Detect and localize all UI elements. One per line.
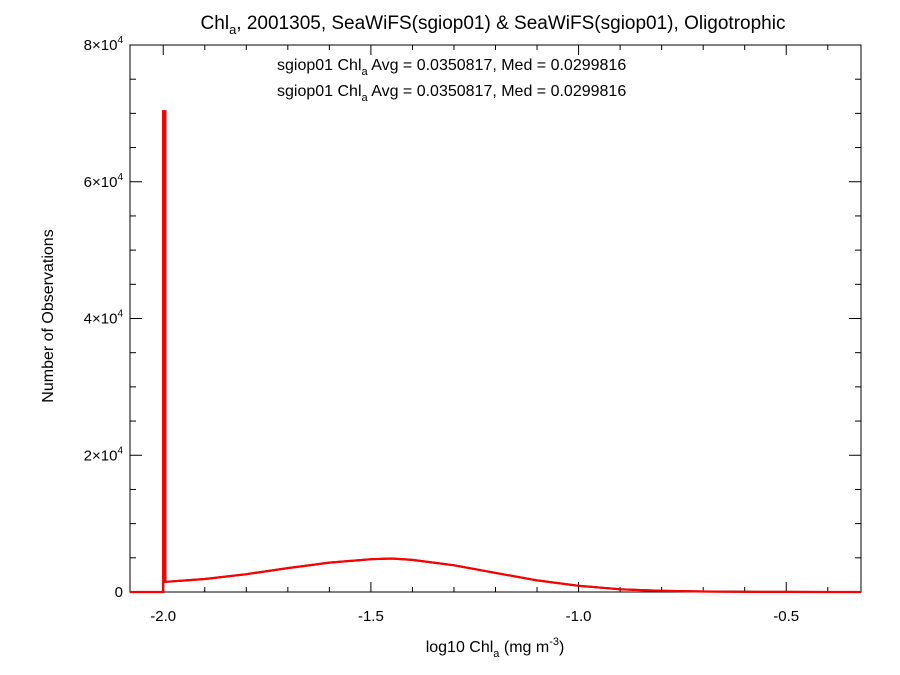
x-tick-label: -0.5: [773, 608, 799, 625]
legend-entry-1: sgiop01 Chla Avg = 0.0350817, Med = 0.02…: [277, 83, 626, 104]
x-tick-label: -2.0: [150, 608, 176, 625]
legend-entry-0: sgiop01 Chla Avg = 0.0350817, Med = 0.02…: [277, 57, 626, 78]
y-tick-label: 0: [115, 584, 123, 601]
y-tick-label: 6×104: [84, 172, 124, 191]
series-line-0: [130, 110, 861, 593]
legend: sgiop01 Chla Avg = 0.0350817, Med = 0.02…: [277, 57, 626, 104]
series-group: [130, 110, 861, 594]
y-tick-label: 4×104: [84, 309, 124, 328]
axis-ticks: [130, 44, 861, 593]
axis-tick-labels: -2.0 -1.5 -1.0 -0.5 0 2×104 4×104 6×104 8×104: [84, 35, 800, 625]
x-tick-label: -1.5: [358, 608, 384, 625]
plot-frame: [129, 44, 862, 593]
x-tick-label: -1.0: [566, 608, 592, 625]
y-tick-label: 8×104: [84, 35, 124, 54]
x-axis-label: log10 Chla (mg m-3): [426, 636, 565, 660]
y-axis-label: Number of Observations: [40, 229, 57, 402]
series-line-1: [130, 110, 861, 594]
chart-title: Chla, 2001305, SeaWiFS(sgiop01) & SeaWiF…: [201, 13, 786, 37]
y-tick-label: 2×104: [84, 445, 124, 464]
